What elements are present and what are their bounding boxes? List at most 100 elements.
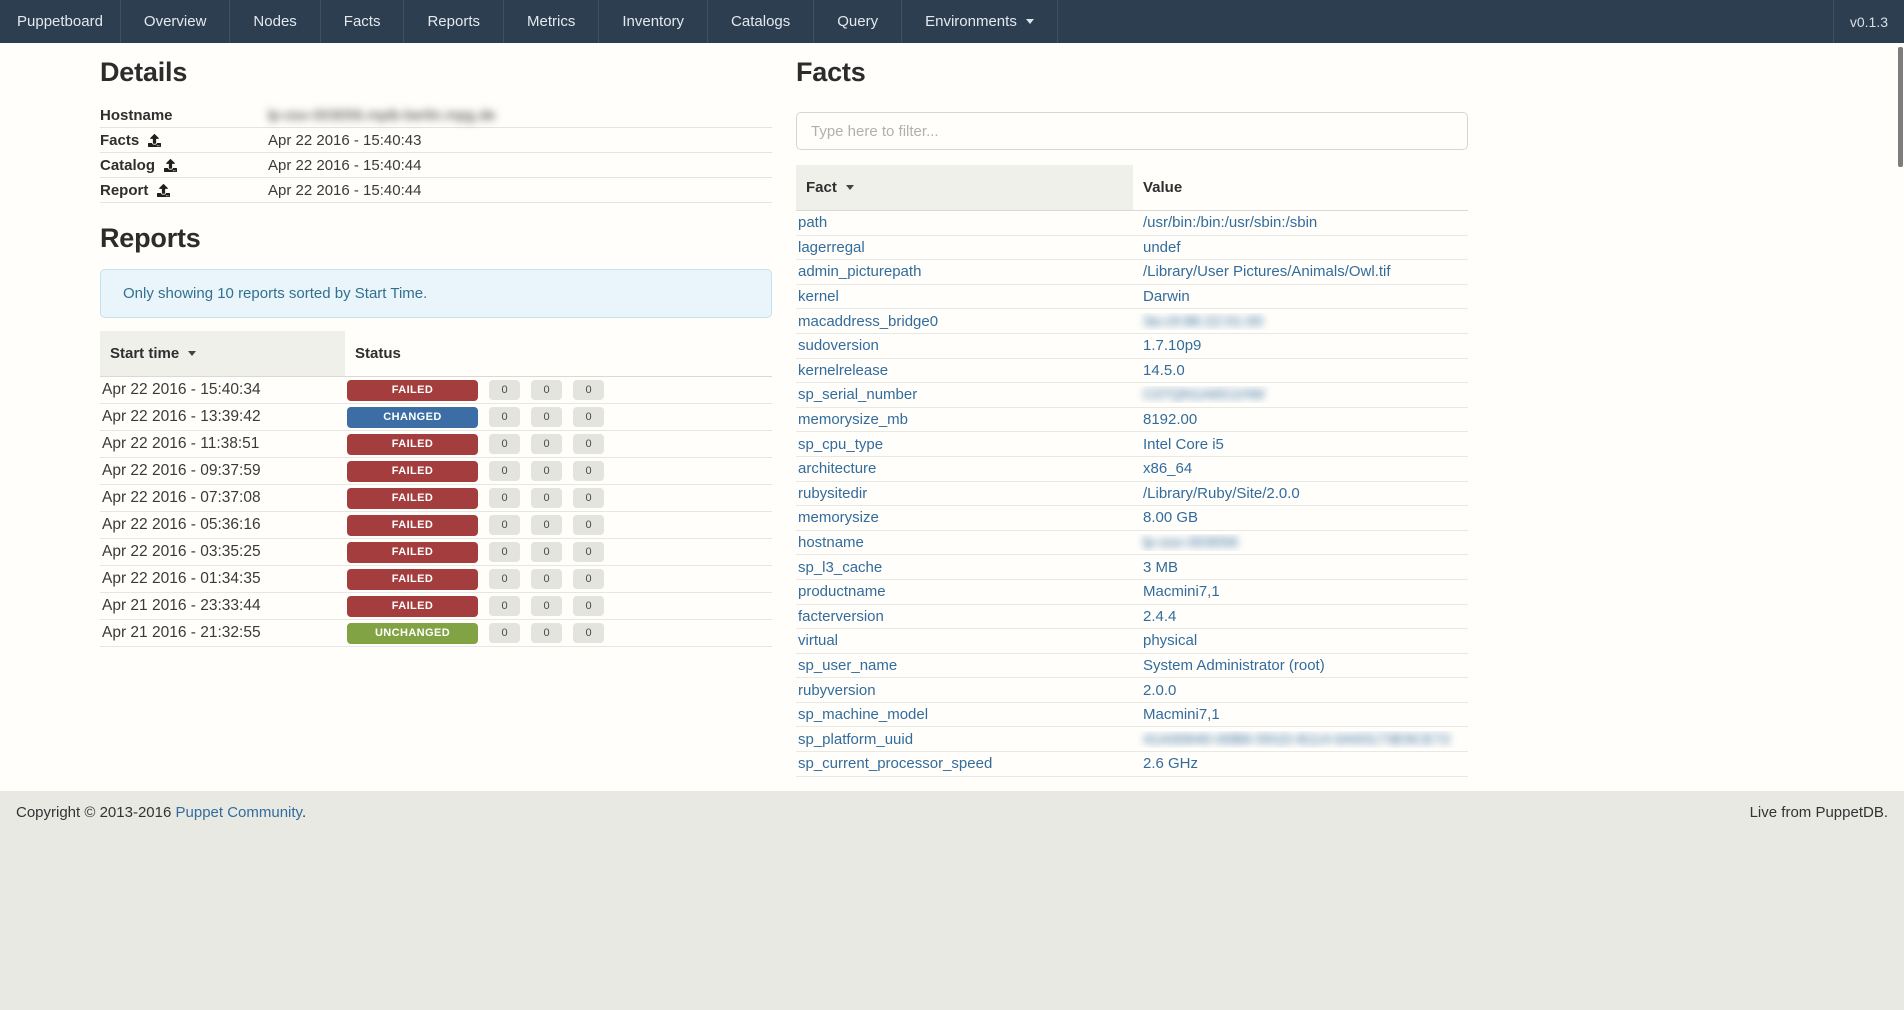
nav-item-environments[interactable]: Environments [902,0,1058,43]
nav-item-nodes[interactable]: Nodes [230,0,321,43]
facts-header-value[interactable]: Value [1133,165,1468,210]
fact-name-link[interactable]: admin_picturepath [798,263,922,281]
fact-value-link[interactable]: 3 MB [1143,558,1179,576]
report-status-badge[interactable]: FAILED [347,379,478,401]
fact-name-link[interactable]: facterversion [798,607,884,625]
report-metric-count: 0 [531,542,562,562]
fact-row: path/usr/bin:/bin:/usr/sbin:/sbin [796,211,1468,236]
fact-value-link[interactable]: /Library/User Pictures/Animals/Owl.tif [1143,263,1391,281]
fact-value-link[interactable]: lp-osx-003056 [1143,534,1239,552]
right-column: Facts Fact Value path/usr/bin:/bin:/usr/… [796,43,1468,777]
fact-name-link[interactable]: sp_platform_uuid [798,730,914,748]
fact-name-link[interactable]: sp_serial_number [798,386,918,404]
fact-name-link[interactable]: rubyversion [798,681,876,699]
fact-value-link[interactable]: 41A00640-00B6-591D-8114-0A93173E9CE72 [1143,730,1451,748]
fact-value-link[interactable]: /Library/Ruby/Site/2.0.0 [1143,484,1300,502]
report-status-cell: FAILED 0 0 0 [345,595,604,617]
fact-value-link[interactable]: 3a:c9:86:22:01:00 [1143,312,1264,330]
fact-name-link[interactable]: sudoversion [798,337,879,355]
fact-value-link[interactable]: 2.0.0 [1143,681,1177,699]
report-status-badge[interactable]: FAILED [347,487,478,509]
reports-table-header: Start time Status [100,331,772,377]
fact-name-cell: sp_cpu_type [796,436,1133,453]
fact-value-link[interactable]: Darwin [1143,288,1190,306]
fact-name-link[interactable]: memorysize [798,509,879,527]
fact-value-cell: /Library/Ruby/Site/2.0.0 [1133,485,1468,502]
fact-value-link[interactable]: x86_64 [1143,460,1193,478]
reports-sort-header-start-time[interactable]: Start time [100,331,345,376]
fact-value-link[interactable]: physical [1143,632,1198,650]
facts-sort-header-fact[interactable]: Fact [796,165,1133,210]
reports-header-status[interactable]: Status [345,331,772,376]
puppet-community-link[interactable]: Puppet Community [175,803,302,821]
fact-name-link[interactable]: sp_current_processor_speed [798,755,993,773]
fact-value-link[interactable]: 1.7.10p9 [1143,337,1202,355]
fact-value-link[interactable]: 2.6 GHz [1143,755,1199,773]
nav-item-reports[interactable]: Reports [404,0,504,43]
fact-name-link[interactable]: virtual [798,632,839,650]
app-version-label: v0.1.3 [1849,13,1888,30]
fact-row: sp_machine_model Macmini7,1 [796,703,1468,728]
nav-item-metrics[interactable]: Metrics [504,0,600,43]
copyright-period: . [301,803,307,821]
fact-row: sudoversion 1.7.10p9 [796,334,1468,359]
fact-value-link[interactable]: 14.5.0 [1143,361,1185,379]
reports-notice-text: Only showing 10 reports sorted by Start … [123,285,428,302]
fact-value-link[interactable]: 2.4.4 [1143,607,1177,625]
fact-value-link[interactable]: System Administrator (root) [1143,656,1325,674]
fact-value-link[interactable]: undef [1143,238,1181,256]
report-status-badge[interactable]: FAILED [347,514,478,536]
report-status-badge[interactable]: FAILED [347,460,478,482]
nav-item-label: Overview [143,13,207,30]
nav-item-label: Metrics [527,13,576,30]
fact-name-link[interactable]: kernelrelease [798,361,889,379]
fact-value-link[interactable]: Intel Core i5 [1143,435,1224,453]
fact-header-label: Fact [806,179,837,196]
nav-item-inventory[interactable]: Inventory [599,0,709,43]
fact-value-cell: System Administrator (root) [1133,657,1468,674]
nav-item-overview[interactable]: Overview [121,0,231,43]
fact-name-link[interactable]: hostname [798,534,864,552]
fact-value-link[interactable]: C07QN1A6G1HW [1143,386,1265,404]
fact-name-link[interactable]: rubysitedir [798,484,868,502]
report-status-badge[interactable]: FAILED [347,595,478,617]
fact-name-link[interactable]: sp_user_name [798,656,898,674]
fact-name-link[interactable]: kernel [798,288,839,306]
nav-item-catalogs[interactable]: Catalogs [708,0,815,43]
fact-value-cell: lp-osx-003056 [1133,534,1468,551]
fact-name-link[interactable]: architecture [798,460,877,478]
fact-name-link[interactable]: sp_l3_cache [798,558,883,576]
fact-name-cell: kernelrelease [796,362,1133,379]
fact-name-link[interactable]: path [798,214,828,232]
report-row: Apr 22 2016 - 09:37:59 FAILED 0 0 0 [100,458,772,485]
report-status-badge[interactable]: FAILED [347,568,478,590]
nav-item-query[interactable]: Query [814,0,903,43]
fact-name-link[interactable]: productname [798,583,886,601]
fact-name-link[interactable]: sp_machine_model [798,706,929,724]
details-row: Facts Apr 22 2016 - 15:40:43 [100,128,772,153]
nav-item-facts[interactable]: Facts [321,0,405,43]
fact-value-link[interactable]: Macmini7,1 [1143,706,1220,724]
fact-value-link[interactable]: Macmini7,1 [1143,583,1220,601]
report-status-badge[interactable]: FAILED [347,433,478,455]
report-status-badge[interactable]: CHANGED [347,406,478,428]
fact-name-link[interactable]: memorysize_mb [798,411,909,429]
scrollbar-track[interactable] [1897,45,1904,445]
nav-brand-puppetboard[interactable]: Puppetboard [0,0,121,43]
fact-value-link[interactable]: 8192.00 [1143,411,1198,429]
report-status-badge[interactable]: UNCHANGED [347,622,478,644]
fact-name-link[interactable]: lagerregal [798,238,865,256]
fact-name-link[interactable]: sp_cpu_type [798,435,884,453]
fact-row: kernel Darwin [796,285,1468,310]
fact-value-link[interactable]: 8.00 GB [1143,509,1199,527]
fact-value-link[interactable]: /usr/bin:/bin:/usr/sbin:/sbin [1143,214,1318,232]
fact-value-cell: 14.5.0 [1133,362,1468,379]
report-status-cell: FAILED 0 0 0 [345,568,604,590]
reports-title: Reports [100,223,201,253]
report-metric-count: 0 [531,488,562,508]
scrollbar-thumb[interactable] [1898,47,1903,167]
fact-name-link[interactable]: macaddress_bridge0 [798,312,939,330]
report-status-badge[interactable]: FAILED [347,541,478,563]
facts-filter-input[interactable] [796,112,1468,150]
report-metric-count: 0 [489,596,520,616]
